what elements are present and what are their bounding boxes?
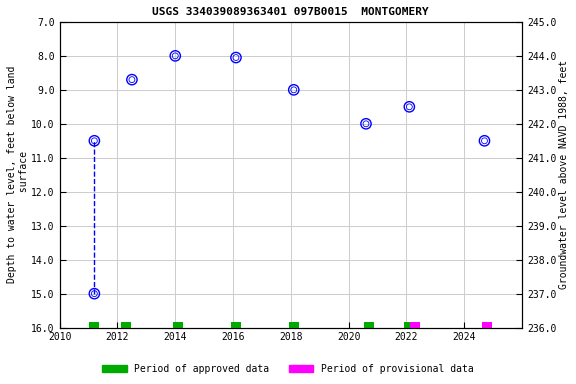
Bar xyxy=(289,321,299,328)
Point xyxy=(90,138,99,144)
Bar xyxy=(89,321,100,328)
Point xyxy=(361,121,370,127)
Point xyxy=(232,55,241,61)
Point xyxy=(289,87,298,93)
Title: USGS 334039089363401 097B0015  MONTGOMERY: USGS 334039089363401 097B0015 MONTGOMERY xyxy=(153,7,429,17)
Point xyxy=(170,53,180,59)
Point xyxy=(90,291,99,297)
Bar xyxy=(410,321,420,328)
Bar xyxy=(121,321,131,328)
Point xyxy=(127,76,137,83)
Point xyxy=(361,121,370,127)
Y-axis label: Groundwater level above NAVD 1988, feet: Groundwater level above NAVD 1988, feet xyxy=(559,60,569,289)
Point xyxy=(480,138,489,144)
Bar xyxy=(231,321,241,328)
Point xyxy=(405,104,414,110)
Point xyxy=(232,55,241,61)
Legend: Period of approved data, Period of provisional data: Period of approved data, Period of provi… xyxy=(97,359,479,379)
Point xyxy=(90,138,99,144)
Point xyxy=(289,87,298,93)
Bar xyxy=(173,321,183,328)
Point xyxy=(127,76,137,83)
Point xyxy=(405,104,414,110)
Y-axis label: Depth to water level, feet below land
 surface: Depth to water level, feet below land su… xyxy=(7,66,29,283)
Point xyxy=(90,291,99,297)
Bar xyxy=(404,321,414,328)
Point xyxy=(170,53,180,59)
Bar xyxy=(364,321,374,328)
Bar xyxy=(482,321,492,328)
Point xyxy=(480,138,489,144)
